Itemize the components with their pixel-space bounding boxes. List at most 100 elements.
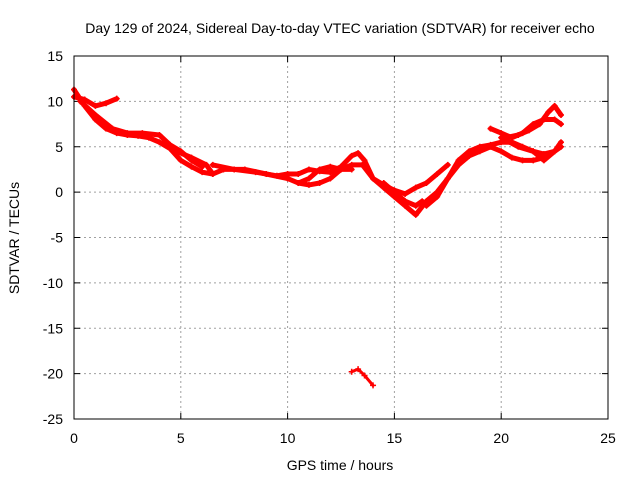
data-point: [209, 170, 216, 177]
grid-lines: [73, 55, 609, 420]
x-tick-label: 5: [177, 430, 185, 446]
data-point: [305, 181, 312, 188]
series-line-track-12: [350, 367, 375, 387]
data-point: [519, 157, 526, 164]
data-point: [444, 175, 451, 182]
data-point: [305, 175, 312, 182]
data-point: [558, 111, 565, 118]
data-point: [476, 148, 483, 155]
data-point: [540, 157, 547, 164]
data-point: [370, 382, 377, 389]
data-point: [380, 180, 387, 187]
y-axis-label: SDTVAR / TECUs: [6, 182, 22, 294]
data-point: [231, 166, 238, 173]
data-point: [160, 139, 167, 146]
data-point: [508, 154, 515, 161]
data-point: [423, 180, 430, 187]
y-tick-label: -5: [51, 230, 64, 246]
data-point: [284, 170, 291, 177]
data-point: [515, 143, 522, 150]
data-point: [327, 175, 334, 182]
y-tick-label: 0: [55, 184, 63, 200]
data-point: [209, 161, 216, 168]
y-tick-label: 10: [47, 93, 63, 109]
data-point: [412, 211, 419, 218]
data-point: [434, 170, 441, 177]
data-point: [402, 198, 409, 205]
data-point: [327, 169, 334, 176]
x-tick-labels: 0 5 10 15 20 25: [70, 430, 616, 446]
data-point: [355, 150, 362, 157]
data-point: [530, 157, 537, 164]
data-point: [558, 143, 565, 150]
data-point: [103, 100, 110, 107]
data-point: [498, 148, 505, 155]
data-point: [113, 95, 120, 102]
data-point: [391, 189, 398, 196]
data-point: [558, 121, 565, 128]
data-point: [316, 180, 323, 187]
x-tick-label: 15: [387, 430, 403, 446]
data-point: [348, 166, 355, 173]
data-point: [530, 148, 537, 155]
x-tick-label: 0: [70, 430, 78, 446]
data-point: [536, 121, 543, 128]
data-point: [199, 169, 206, 176]
data-point: [273, 172, 280, 179]
data-point: [203, 161, 210, 168]
data-point: [487, 143, 494, 150]
data-point: [455, 161, 462, 168]
data-point: [92, 111, 99, 118]
data-point: [316, 166, 323, 173]
x-tick-label: 20: [493, 430, 509, 446]
data-point: [109, 125, 116, 132]
y-tick-label: -10: [43, 275, 63, 291]
data-point: [434, 193, 441, 200]
data-point: [295, 180, 302, 187]
data-point: [348, 368, 355, 375]
chart-title: Day 129 of 2024, Sidereal Day-to-day VTE…: [85, 20, 595, 36]
data-point: [412, 202, 419, 209]
data-point: [545, 109, 552, 116]
data-point: [252, 169, 259, 176]
data-point: [188, 154, 195, 161]
data-point: [139, 130, 146, 137]
data-point: [295, 170, 302, 177]
data-point: [498, 134, 505, 141]
data-point: [515, 131, 522, 138]
data-point: [338, 166, 344, 173]
data-point: [412, 184, 419, 191]
data-point: [466, 152, 473, 159]
data-point: [188, 163, 195, 170]
data-point: [423, 202, 430, 209]
x-tick-label: 10: [280, 430, 296, 446]
data-point: [355, 366, 362, 373]
data-point: [81, 96, 88, 103]
y-tick-label: -20: [43, 366, 63, 382]
data-point: [124, 130, 131, 137]
data-point: [551, 116, 558, 123]
data-point: [77, 98, 84, 105]
data-point: [156, 131, 163, 138]
x-axis-label: GPS time / hours: [287, 457, 394, 473]
data-point: [551, 148, 558, 155]
data-point: [173, 148, 180, 155]
data-point: [444, 161, 451, 168]
data-point: [361, 157, 368, 164]
series-line-track-1: [71, 87, 564, 218]
data-point: [419, 198, 426, 205]
data-point: [177, 157, 184, 164]
plot-frame: [73, 55, 609, 420]
data-point: [551, 102, 558, 109]
data-point: [370, 175, 377, 182]
series-line-track-8: [423, 144, 547, 209]
data-point: [361, 372, 368, 379]
data-point: [92, 102, 99, 109]
y-tick-label: 15: [47, 48, 63, 64]
data-point: [487, 125, 494, 132]
x-tick-label: 25: [600, 430, 616, 446]
data-point: [327, 163, 334, 170]
data-point: [525, 127, 532, 134]
y-tick-label: -15: [43, 320, 63, 336]
